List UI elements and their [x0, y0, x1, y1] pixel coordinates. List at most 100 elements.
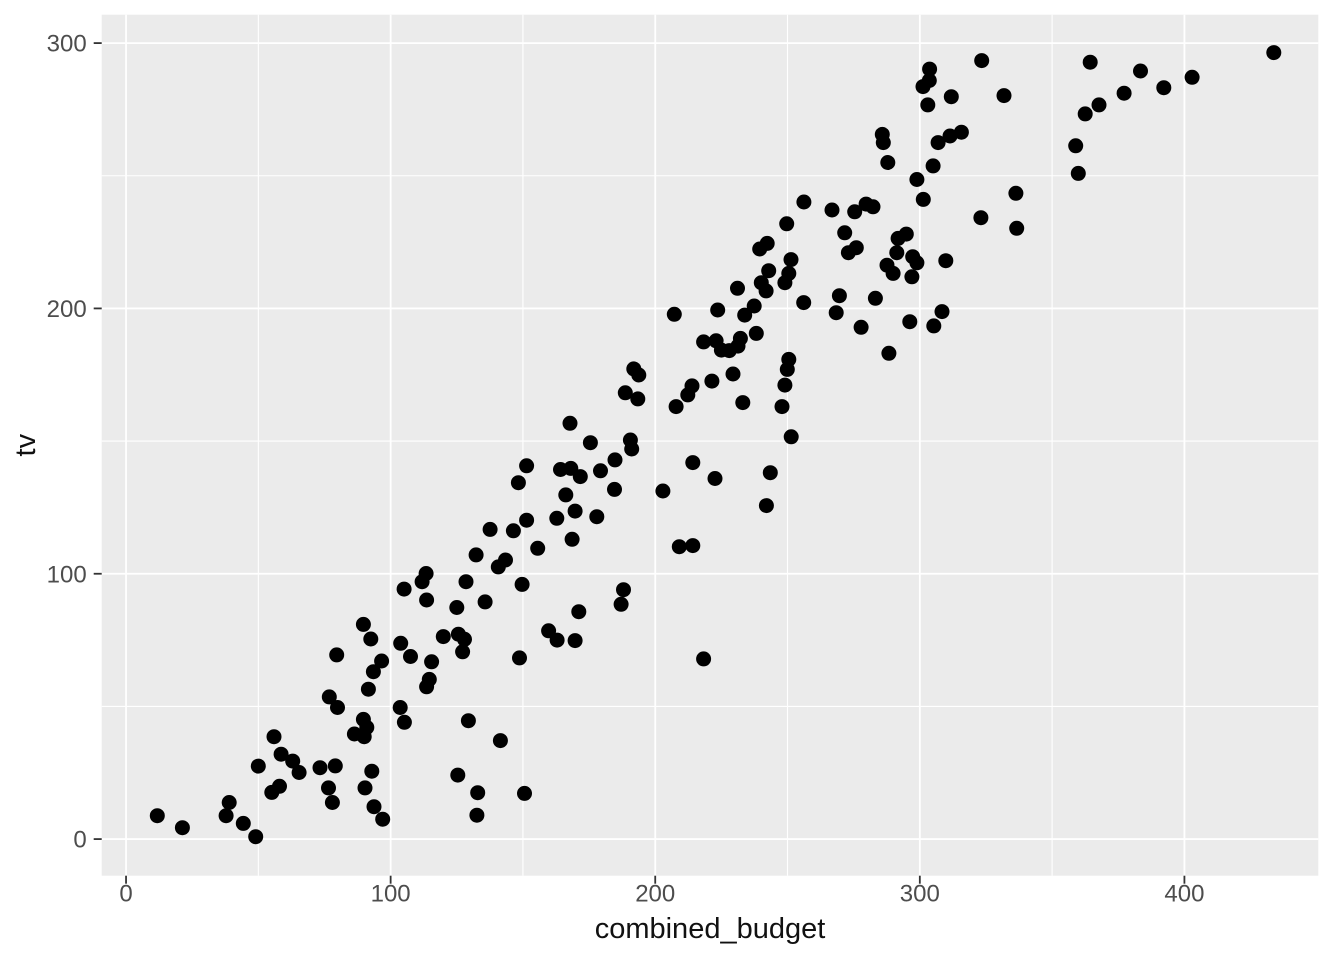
data-point: [593, 463, 608, 479]
data-point: [1091, 97, 1107, 113]
data-point: [1133, 63, 1148, 79]
data-point: [758, 498, 774, 514]
data-point: [582, 435, 598, 451]
data-point: [396, 714, 412, 730]
data-point: [363, 631, 379, 647]
data-point: [1068, 138, 1084, 154]
data-point: [880, 155, 896, 170]
data-point: [746, 298, 762, 314]
data-point: [558, 487, 574, 503]
data-point: [777, 377, 793, 393]
data-point: [1082, 54, 1098, 70]
data-point: [942, 128, 958, 144]
data-point: [934, 304, 950, 320]
data-point: [374, 653, 390, 669]
data-point: [355, 616, 371, 632]
data-point: [847, 204, 863, 220]
data-point: [327, 758, 343, 774]
plot-panel: [101, 14, 1319, 876]
data-point: [419, 592, 435, 608]
data-point: [149, 808, 165, 824]
data-point: [235, 815, 251, 831]
data-point: [571, 604, 587, 620]
y-tick-label: 300: [47, 31, 87, 58]
data-point: [796, 295, 812, 311]
data-point: [477, 594, 493, 610]
data-point: [926, 318, 942, 334]
data-point: [414, 574, 430, 590]
data-point: [828, 305, 844, 321]
y-tick-label: 200: [47, 296, 87, 323]
data-point: [655, 483, 671, 499]
data-point: [1077, 106, 1093, 122]
data-point: [796, 194, 812, 210]
data-point: [704, 373, 720, 389]
data-point: [248, 829, 264, 845]
minor-gridlines: [101, 14, 1319, 876]
data-point: [921, 73, 937, 88]
data-point: [360, 681, 376, 697]
data-point: [909, 172, 925, 187]
data-point: [752, 241, 768, 257]
data-point: [375, 811, 391, 827]
data-point: [272, 778, 287, 794]
y-tick-label: 0: [73, 827, 86, 854]
data-point: [312, 760, 328, 776]
data-point: [853, 319, 869, 335]
data-point: [514, 576, 530, 592]
x-tick-label: 400: [1164, 881, 1204, 908]
data-point: [708, 333, 724, 349]
data-point: [357, 780, 373, 796]
data-point: [457, 631, 472, 647]
data-point: [458, 574, 474, 590]
data-point: [435, 629, 451, 645]
data-point: [730, 280, 745, 296]
data-point: [671, 539, 687, 555]
data-point: [572, 469, 588, 485]
data-point: [589, 509, 605, 525]
data-point: [875, 135, 891, 151]
data-point: [737, 307, 753, 323]
data-point: [460, 713, 476, 729]
data-point: [519, 512, 535, 528]
data-point: [365, 664, 381, 680]
data-point: [393, 635, 409, 651]
data-point: [505, 523, 521, 539]
data-point: [366, 799, 382, 815]
data-point: [616, 582, 631, 598]
data-point: [549, 510, 565, 526]
data-point: [564, 531, 580, 547]
data-point: [904, 269, 920, 285]
data-point: [562, 415, 578, 431]
data-point: [779, 361, 795, 377]
data-point: [403, 649, 418, 664]
data-point: [920, 97, 936, 113]
data-point: [922, 61, 938, 77]
data-point: [470, 785, 486, 801]
data-point: [885, 265, 901, 281]
data-point: [617, 385, 633, 401]
axis-tick-labels: 0 100 200 300 400 0 100 200 300: [47, 31, 1205, 908]
data-point: [867, 290, 883, 306]
data-point: [392, 700, 408, 715]
data-point: [696, 651, 712, 667]
data-point: [909, 255, 925, 271]
data-point: [469, 807, 485, 823]
data-point: [938, 253, 954, 269]
data-point: [607, 452, 623, 468]
data-point: [549, 632, 565, 648]
x-tick-label: 300: [900, 881, 940, 908]
data-point: [510, 475, 526, 491]
data-point: [783, 429, 799, 445]
data-point: [291, 765, 307, 780]
data-point: [685, 538, 701, 554]
data-point: [519, 458, 535, 474]
data-point: [783, 252, 799, 268]
data-point: [419, 679, 435, 695]
data-point: [848, 240, 864, 256]
data-point: [356, 729, 372, 745]
data-point: [761, 263, 777, 279]
x-tick-label: 200: [635, 881, 675, 908]
y-axis-title: tv: [10, 433, 42, 456]
data-point: [898, 226, 914, 242]
